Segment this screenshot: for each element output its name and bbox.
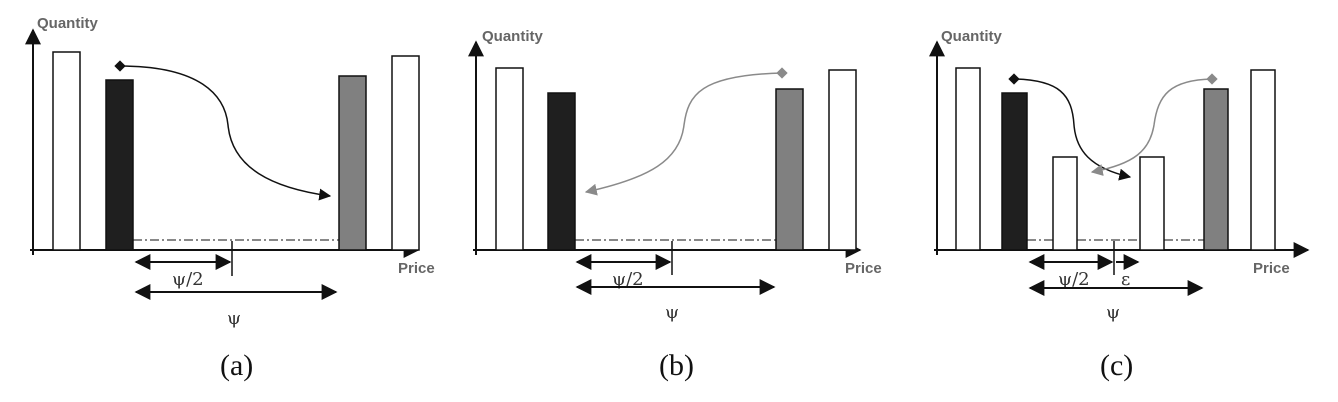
y-axis-label: Quantity xyxy=(482,28,543,45)
full-distance-label: ψ xyxy=(227,308,241,329)
full-distance-label: ψ xyxy=(665,302,679,323)
trade-arrow-black xyxy=(119,65,332,201)
white-bar xyxy=(495,67,524,251)
diamond-marker xyxy=(776,67,788,79)
trade-arrow-gray xyxy=(1090,78,1213,176)
half-distance-label: ψ/2 xyxy=(172,269,204,290)
white-bar xyxy=(1052,156,1078,251)
white-bar xyxy=(52,51,81,251)
y-axis-label: Quantity xyxy=(941,28,1002,45)
gray-bar xyxy=(338,75,367,251)
panel-b: Quantity Price ψ/2 ψ (b) xyxy=(468,28,882,382)
white-bar xyxy=(828,69,857,251)
gray-bar xyxy=(775,88,804,251)
half-distance-label: ψ/2 xyxy=(1058,269,1090,290)
black-bar xyxy=(1001,92,1028,251)
panel-caption: (a) xyxy=(220,349,253,382)
x-axis-label: Price xyxy=(845,260,882,277)
x-axis-label: Price xyxy=(398,260,435,277)
white-bar xyxy=(1250,69,1276,251)
y-axis-label: Quantity xyxy=(37,15,98,32)
x-axis-label: Price xyxy=(1253,260,1290,277)
black-bar xyxy=(547,92,576,251)
panel-caption: (c) xyxy=(1100,349,1133,382)
full-distance-label: ψ xyxy=(1106,302,1120,323)
panel-c: Quantity Price ψ/2 ε ψ (c) xyxy=(929,28,1310,382)
epsilon-label: ε xyxy=(1121,269,1130,290)
white-bar xyxy=(1139,156,1165,251)
panel-caption: (b) xyxy=(659,349,694,382)
trade-arrow-gray xyxy=(584,72,783,196)
diamond-marker xyxy=(1008,73,1020,85)
black-bar xyxy=(105,79,134,251)
gray-bar xyxy=(1203,88,1229,251)
diamond-marker xyxy=(1206,73,1218,85)
panel-a: Quantity Price ψ/2 ψ (a) xyxy=(25,15,435,382)
white-bar xyxy=(391,55,420,251)
white-bar xyxy=(955,67,981,251)
diamond-marker xyxy=(114,60,126,72)
